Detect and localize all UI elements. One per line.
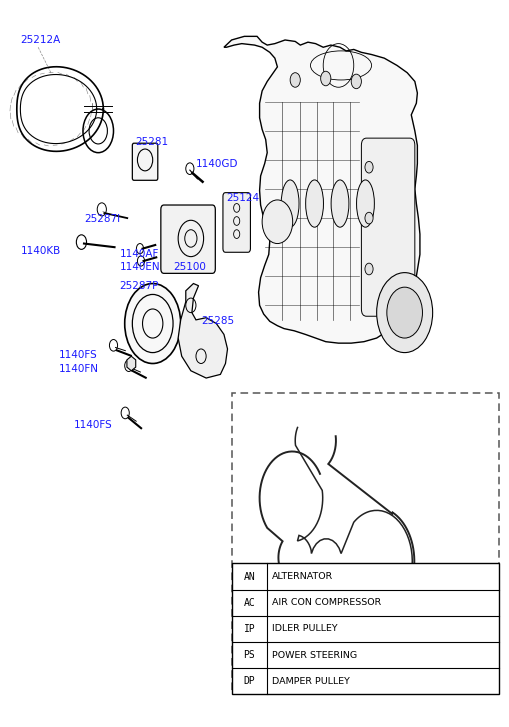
Text: DAMPER PULLEY: DAMPER PULLEY — [272, 677, 350, 686]
Circle shape — [321, 71, 331, 86]
Circle shape — [125, 284, 181, 364]
Circle shape — [365, 161, 373, 173]
Text: DP: DP — [368, 555, 385, 568]
FancyBboxPatch shape — [361, 138, 415, 316]
Circle shape — [365, 212, 373, 224]
Text: 25287P: 25287P — [120, 281, 159, 291]
Ellipse shape — [281, 180, 299, 228]
Polygon shape — [127, 356, 136, 371]
FancyBboxPatch shape — [161, 205, 215, 273]
Circle shape — [387, 287, 422, 338]
Text: IP: IP — [322, 557, 330, 566]
Text: 25100: 25100 — [173, 262, 206, 272]
Text: AIR CON COMPRESSOR: AIR CON COMPRESSOR — [272, 598, 382, 607]
Text: 1140FS: 1140FS — [59, 350, 97, 360]
Ellipse shape — [305, 180, 324, 228]
FancyBboxPatch shape — [132, 143, 158, 180]
Polygon shape — [224, 36, 420, 343]
Text: 1140AF: 1140AF — [120, 249, 159, 260]
Ellipse shape — [356, 180, 374, 228]
Circle shape — [351, 74, 361, 89]
FancyBboxPatch shape — [223, 193, 250, 252]
Text: 25212A: 25212A — [20, 35, 61, 45]
Bar — [232, 563, 499, 694]
Text: 1140EN: 1140EN — [120, 262, 160, 272]
Text: IP: IP — [292, 553, 300, 562]
Text: 1140FN: 1140FN — [59, 364, 99, 374]
Ellipse shape — [331, 180, 349, 228]
Text: DP: DP — [243, 676, 256, 686]
Polygon shape — [178, 284, 228, 378]
Text: AC: AC — [243, 598, 256, 608]
Circle shape — [377, 273, 433, 353]
Bar — [232, 393, 499, 694]
Circle shape — [290, 73, 300, 87]
Text: AC: AC — [302, 607, 317, 617]
Text: 1140FS: 1140FS — [74, 420, 112, 430]
Text: PS: PS — [243, 650, 256, 660]
Text: ALTERNATOR: ALTERNATOR — [272, 572, 333, 581]
Circle shape — [262, 200, 293, 244]
Text: 25285: 25285 — [201, 316, 234, 326]
Text: POWER STEERING: POWER STEERING — [272, 651, 357, 659]
Text: 25287I: 25287I — [84, 214, 120, 224]
Text: AN: AN — [243, 571, 256, 582]
Text: 1140GD: 1140GD — [196, 158, 238, 169]
Text: 25281: 25281 — [135, 137, 168, 147]
Text: 25124: 25124 — [227, 193, 260, 203]
Text: AN: AN — [307, 435, 322, 446]
Text: 1140KB: 1140KB — [20, 246, 61, 256]
Circle shape — [365, 263, 373, 275]
Text: IDLER PULLEY: IDLER PULLEY — [272, 624, 338, 633]
Text: PS: PS — [285, 493, 299, 503]
Text: IP: IP — [243, 624, 256, 634]
